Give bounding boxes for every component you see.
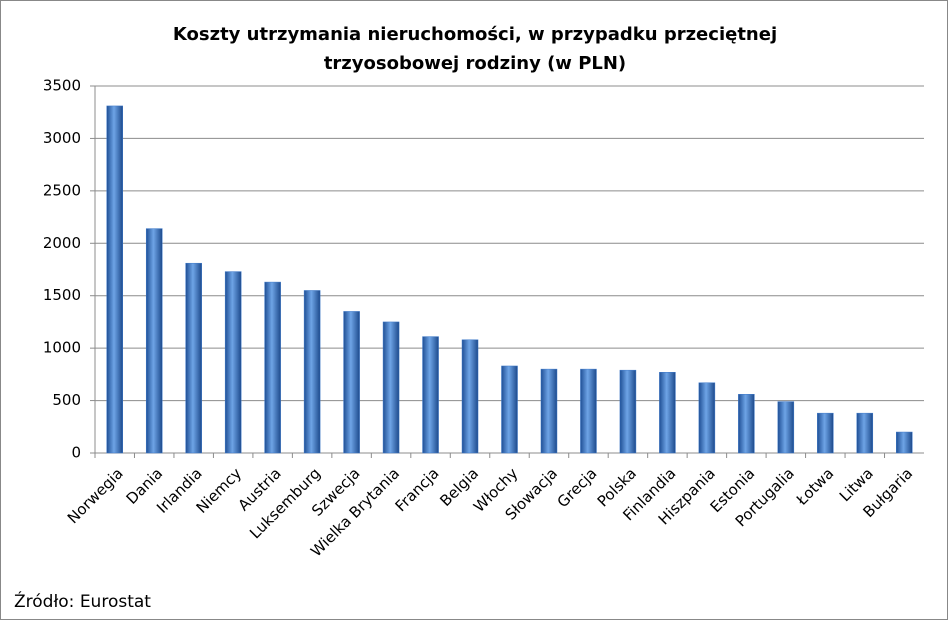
y-tick-label: 2500 — [43, 181, 81, 199]
bar — [501, 365, 518, 454]
bar — [896, 431, 913, 454]
bar — [382, 321, 400, 454]
source-note: Źródło: Eurostat — [14, 590, 151, 612]
bar — [738, 394, 755, 454]
bar — [461, 339, 479, 454]
bar — [777, 401, 795, 454]
chart-title: trzyosobowej rodziny (w PLN) — [324, 53, 626, 74]
bar — [106, 105, 123, 454]
y-tick-label: 0 — [71, 444, 81, 462]
bar — [422, 336, 439, 454]
bar — [698, 382, 716, 454]
bar — [580, 368, 597, 454]
bar — [303, 290, 321, 454]
bar — [185, 262, 202, 454]
bar — [540, 368, 558, 454]
bar — [659, 372, 676, 454]
chart-title: Koszty utrzymania nieruchomości, w przyp… — [173, 24, 777, 45]
bar — [817, 412, 834, 454]
bar — [145, 228, 163, 454]
bar — [264, 281, 281, 454]
bar — [619, 369, 637, 454]
y-tick-label: 3500 — [43, 77, 81, 95]
bar — [343, 311, 360, 454]
y-tick-label: 500 — [52, 391, 81, 409]
bar — [224, 271, 242, 454]
y-tick-label: 2000 — [43, 234, 81, 252]
y-tick-label: 3000 — [43, 129, 81, 147]
bar — [856, 412, 874, 454]
y-tick-label: 1500 — [43, 286, 81, 304]
y-tick-label: 1000 — [43, 339, 81, 357]
